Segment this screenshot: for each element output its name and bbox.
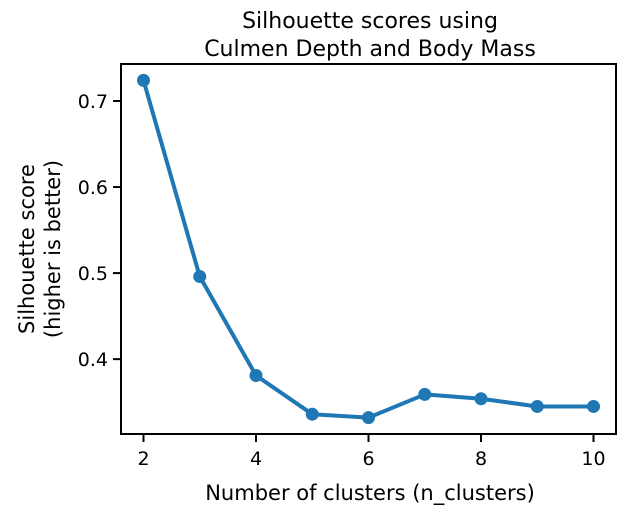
data-point [249,368,263,382]
y-tick-label: 0.7 [78,91,108,113]
x-tick-label: 6 [362,448,374,470]
x-axis-ticks: 2 4 6 8 10 [137,434,606,470]
series-line [141,78,596,420]
plot-frame [120,63,617,435]
x-tick-label: 10 [581,448,605,470]
y-axis-label-line-2: (higher is better) [41,160,65,338]
x-tick-label: 2 [137,448,149,470]
x-tick-label: 4 [250,448,262,470]
data-point [418,387,432,401]
chart-title-line-2: Culmen Depth and Body Mass [204,37,536,62]
chart-title-line-1: Silhouette scores using [242,9,498,34]
series-points [137,73,600,425]
y-tick-label: 0.6 [78,177,108,199]
data-point [137,73,150,87]
data-point [530,399,544,413]
data-point [474,392,488,406]
x-axis-label: Number of clusters (n_clusters) [205,481,535,506]
y-tick-label: 0.5 [78,263,108,285]
y-tick-label: 0.4 [78,349,108,371]
data-point [193,270,207,284]
x-tick-label: 8 [475,448,487,470]
data-point [362,411,375,425]
data-point [305,407,319,421]
data-point [587,399,600,413]
y-axis-label-line-1: Silhouette score [15,164,39,334]
y-axis-ticks: 0.4 0.5 0.6 0.7 [78,91,121,371]
